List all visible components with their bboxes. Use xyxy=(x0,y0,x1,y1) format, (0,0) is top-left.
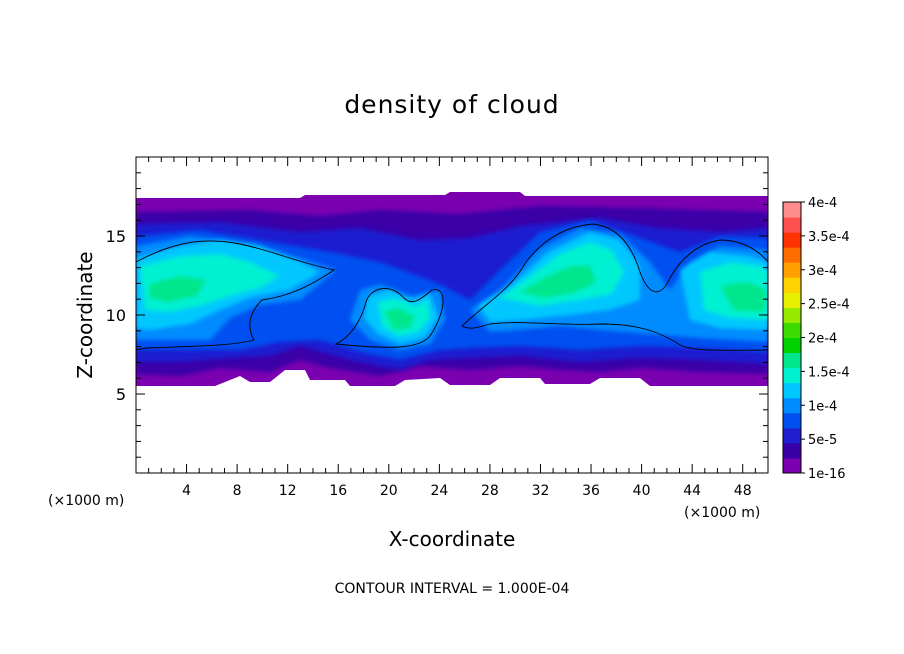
x-unit-label: (×1000 m) xyxy=(684,505,760,521)
x-tick-label: 36 xyxy=(582,483,600,499)
colorbar-segment xyxy=(783,232,801,248)
colorbar-segment xyxy=(783,367,801,384)
colorbar-segment xyxy=(783,277,801,293)
colorbar-segment xyxy=(783,262,801,278)
colorbar-segment xyxy=(783,442,801,459)
x-tick-label: 40 xyxy=(633,483,651,499)
colorbar-segment xyxy=(783,292,801,308)
z-unit-label: (×1000 m) xyxy=(48,493,124,509)
colorbar-segment xyxy=(783,427,801,444)
y-tick-label: 5 xyxy=(116,385,126,404)
colorbar-segment xyxy=(783,247,801,263)
colorbar-label: 3e-4 xyxy=(808,264,837,279)
density-band-6 xyxy=(140,242,768,336)
y-axis: 5 10 15 xyxy=(106,172,768,458)
x-tick-label: 12 xyxy=(279,483,297,499)
colorbar-segment xyxy=(783,457,801,474)
x-axis: 4 8 12 16 20 24 28 32 36 40 44 48 xyxy=(148,157,756,499)
y-tick-label: 10 xyxy=(106,306,126,325)
x-tick-label: 48 xyxy=(734,483,752,499)
colorbar-segment xyxy=(783,307,801,323)
colorbar-segment xyxy=(783,412,801,429)
colorbar-label: 1e-4 xyxy=(808,399,837,414)
density-field xyxy=(136,192,768,386)
x-axis-title: X-coordinate xyxy=(389,527,516,551)
contour-line xyxy=(136,223,768,351)
x-tick-label: 16 xyxy=(329,483,347,499)
colorbar-segment xyxy=(783,397,801,414)
colorbar-label: 1e-16 xyxy=(808,467,846,482)
contour-interval-note: CONTOUR INTERVAL = 1.000E-04 xyxy=(335,581,570,597)
colorbar-label: 4e-4 xyxy=(808,196,837,211)
colorbar-label: 2.5e-4 xyxy=(808,298,850,313)
colorbar-segment xyxy=(783,322,801,338)
x-tick-label: 24 xyxy=(430,483,448,499)
colorbar-label: 5e-5 xyxy=(808,433,837,448)
x-tick-label: 20 xyxy=(380,483,398,499)
colorbar: 1e-16 5e-5 1e-4 1.5e-4 2e-4 2.5e-4 3e-4 3.5e-4 4… xyxy=(782,196,850,482)
chart-title: density of cloud xyxy=(344,90,559,119)
x-tick-label: 28 xyxy=(481,483,499,499)
colorbar-label: 1.5e-4 xyxy=(808,365,850,380)
y-tick-label: 15 xyxy=(106,227,126,246)
colorbar-label: 2e-4 xyxy=(808,332,837,347)
y-axis-title: Z-coordinate xyxy=(73,251,97,378)
plot-area xyxy=(136,157,768,473)
x-tick-label: 8 xyxy=(233,483,242,499)
x-tick-label: 44 xyxy=(683,483,701,499)
colorbar-segment xyxy=(783,337,801,354)
x-tick-label: 4 xyxy=(182,483,191,499)
colorbar-segment xyxy=(783,217,801,233)
x-tick-label: 32 xyxy=(532,483,550,499)
colorbar-segment xyxy=(783,352,801,369)
colorbar-segment xyxy=(783,382,801,399)
colorbar-segment xyxy=(783,202,801,218)
colorbar-label: 3.5e-4 xyxy=(808,230,850,245)
